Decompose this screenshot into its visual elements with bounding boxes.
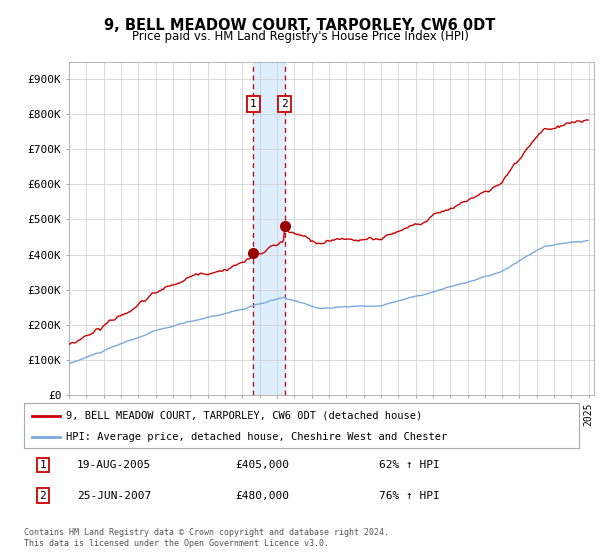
Text: This data is licensed under the Open Government Licence v3.0.: This data is licensed under the Open Gov… <box>24 539 329 548</box>
Text: 2: 2 <box>40 491 46 501</box>
Text: £480,000: £480,000 <box>235 491 289 501</box>
Text: £405,000: £405,000 <box>235 460 289 470</box>
Text: 19-AUG-2005: 19-AUG-2005 <box>77 460 151 470</box>
Text: 9, BELL MEADOW COURT, TARPORLEY, CW6 0DT (detached house): 9, BELL MEADOW COURT, TARPORLEY, CW6 0DT… <box>65 410 422 421</box>
Text: 9, BELL MEADOW COURT, TARPORLEY, CW6 0DT: 9, BELL MEADOW COURT, TARPORLEY, CW6 0DT <box>104 18 496 33</box>
Text: 1: 1 <box>250 99 256 109</box>
Text: Price paid vs. HM Land Registry's House Price Index (HPI): Price paid vs. HM Land Registry's House … <box>131 30 469 43</box>
Text: HPI: Average price, detached house, Cheshire West and Chester: HPI: Average price, detached house, Ches… <box>65 432 447 442</box>
Text: 2: 2 <box>281 99 288 109</box>
Text: Contains HM Land Registry data © Crown copyright and database right 2024.: Contains HM Land Registry data © Crown c… <box>24 528 389 536</box>
Text: 25-JUN-2007: 25-JUN-2007 <box>77 491 151 501</box>
Text: 62% ↑ HPI: 62% ↑ HPI <box>379 460 440 470</box>
Text: 1: 1 <box>40 460 46 470</box>
Bar <box>253 62 285 395</box>
Text: 76% ↑ HPI: 76% ↑ HPI <box>379 491 440 501</box>
